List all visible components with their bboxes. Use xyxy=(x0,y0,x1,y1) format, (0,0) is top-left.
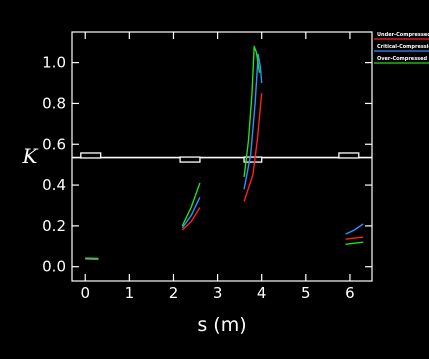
series-line xyxy=(345,241,364,245)
legend: Under-Compressed Critical-Compression Over… xyxy=(374,32,429,64)
x-axis: 0 1 2 3 4 5 6 xyxy=(80,32,355,302)
x-axis-label: s (m) xyxy=(197,314,246,336)
legend-label: Over-Compressed xyxy=(377,56,428,62)
y-axis: 0.0 0.2 0.4 0.6 0.8 1.0 xyxy=(42,54,372,276)
y-tick-label: 0.4 xyxy=(42,176,66,194)
series-line xyxy=(345,236,364,240)
legend-label: Critical-Compression xyxy=(377,44,429,50)
magnet-element xyxy=(179,156,201,163)
x-tick-label: 1 xyxy=(125,284,135,302)
y-tick-label: 0.0 xyxy=(42,258,66,276)
axes-frame xyxy=(71,31,373,282)
magnet-element xyxy=(338,152,360,159)
y-tick-label: 0.2 xyxy=(42,217,66,235)
x-tick-label: 4 xyxy=(257,284,267,302)
x-tick-label: 0 xyxy=(80,284,90,302)
y-axis-label: K xyxy=(22,144,39,168)
x-tick-label: 2 xyxy=(169,284,179,302)
series-line xyxy=(181,207,201,231)
series-line xyxy=(181,182,201,227)
beamline xyxy=(72,152,372,163)
x-tick-label: 6 xyxy=(345,284,355,302)
y-tick-label: 1.0 xyxy=(42,54,66,72)
series-line xyxy=(181,196,201,229)
magnet-element xyxy=(80,152,102,159)
plot-series xyxy=(85,45,364,261)
magnet-element xyxy=(243,156,263,163)
y-tick-label: 0.8 xyxy=(42,94,66,112)
x-tick-label: 3 xyxy=(213,284,223,302)
series-line xyxy=(243,53,263,190)
y-tick-label: 0.6 xyxy=(42,135,66,153)
series-line xyxy=(243,45,261,177)
x-tick-label: 5 xyxy=(301,284,311,302)
series-line xyxy=(345,223,364,235)
plot-frame xyxy=(71,31,373,282)
legend-label: Under-Compressed xyxy=(377,32,429,38)
series-line xyxy=(243,93,263,202)
